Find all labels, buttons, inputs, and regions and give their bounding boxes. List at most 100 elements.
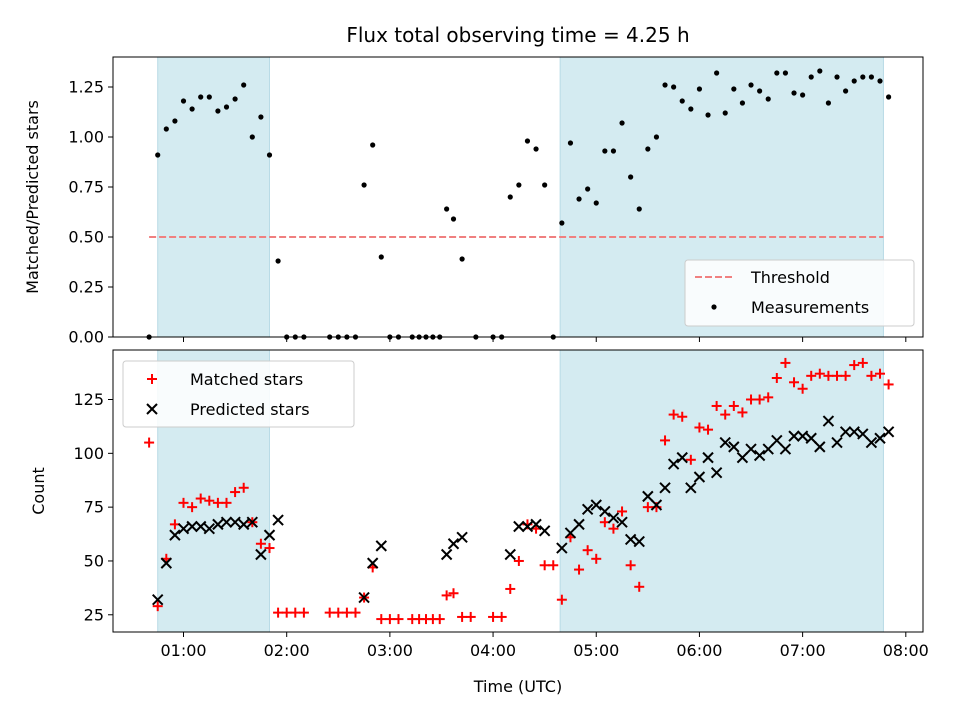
measurement-point bbox=[791, 90, 797, 96]
x-tick-label: 07:00 bbox=[780, 641, 826, 660]
matched-star-point bbox=[187, 502, 198, 513]
matched-star-point bbox=[857, 357, 868, 368]
predicted-stars-series bbox=[152, 415, 895, 606]
predicted-star-point bbox=[255, 548, 267, 561]
matched-star-point bbox=[617, 506, 628, 517]
measurement-point bbox=[275, 258, 281, 264]
measurement-point bbox=[868, 74, 875, 80]
matched-star-point bbox=[789, 377, 800, 388]
predicted-star-point bbox=[564, 527, 577, 539]
measurement-point bbox=[808, 74, 814, 80]
matched-star-point bbox=[341, 607, 352, 618]
predicted-star-point bbox=[719, 436, 731, 449]
bottom-shaded-interval-1 bbox=[559, 349, 884, 633]
legend-measurements-swatch bbox=[711, 304, 717, 310]
measurement-point bbox=[507, 194, 513, 200]
bottom-y-tick-label: 50 bbox=[84, 551, 104, 570]
x-tick-label: 04:00 bbox=[470, 641, 516, 660]
predicted-star-point bbox=[599, 505, 611, 518]
measurement-point bbox=[189, 106, 195, 112]
matched-star-point bbox=[694, 422, 705, 433]
matched-star-point bbox=[634, 581, 645, 592]
matched-star-point bbox=[298, 607, 309, 618]
matched-star-point bbox=[574, 564, 585, 575]
top-y-axis-label: Matched/Predicted stars bbox=[23, 100, 42, 294]
legend-matched-marker bbox=[147, 374, 157, 384]
matched-star-point bbox=[814, 368, 825, 379]
measurement-point bbox=[593, 200, 599, 206]
predicted-star-point bbox=[796, 430, 809, 442]
matched-star-point bbox=[685, 454, 696, 465]
measurement-point bbox=[180, 98, 187, 104]
top-y-ticks: 0.00 0.25 0.50 0.75 1.00 1.25 bbox=[68, 78, 113, 347]
predicted-star-point bbox=[702, 451, 714, 464]
measurement-point bbox=[628, 174, 634, 180]
measurement-point bbox=[748, 82, 754, 88]
x-tick-label: 08:00 bbox=[883, 641, 929, 660]
matched-star-point bbox=[866, 370, 877, 381]
predicted-star-point bbox=[237, 518, 250, 531]
matched-star-point bbox=[212, 497, 223, 508]
matched-star-point bbox=[720, 409, 731, 420]
predicted-star-point bbox=[177, 522, 190, 535]
x-axis-label: Time (UTC) bbox=[473, 677, 562, 696]
predicted-star-point bbox=[771, 434, 783, 447]
measurement-point bbox=[206, 94, 212, 100]
predicted-star-point bbox=[745, 443, 757, 455]
top-y-tick-label: 0.75 bbox=[68, 178, 104, 197]
matched-star-point bbox=[465, 611, 476, 622]
predicted-star-point bbox=[822, 415, 835, 427]
measurement-point bbox=[662, 82, 668, 88]
x-tick-label: 01:00 bbox=[160, 641, 206, 660]
predicted-star-point bbox=[848, 426, 860, 438]
predicted-star-point bbox=[874, 432, 886, 444]
top-panel: 0.00 0.25 0.50 0.75 1.00 1.25 Flux total obse… bbox=[23, 23, 924, 347]
top-x-ticks bbox=[183, 337, 907, 342]
measurement-point bbox=[860, 74, 866, 80]
predicted-star-point bbox=[736, 451, 749, 464]
measurement-point bbox=[782, 70, 789, 76]
matched-star-point bbox=[273, 607, 284, 618]
matched-star-point bbox=[746, 394, 757, 405]
predicted-star-point bbox=[650, 499, 663, 511]
matched-star-point bbox=[204, 495, 215, 506]
measurement-point bbox=[163, 126, 169, 132]
predicted-star-point bbox=[447, 538, 460, 550]
matched-star-point bbox=[625, 560, 636, 571]
top-y-tick-label: 0.50 bbox=[68, 228, 104, 247]
predicted-star-point bbox=[753, 449, 766, 462]
x-tick-label: 02:00 bbox=[264, 641, 310, 660]
matched-star-point bbox=[230, 487, 241, 498]
predicted-star-point bbox=[659, 482, 671, 494]
matched-star-point bbox=[823, 370, 834, 381]
matched-star-point bbox=[448, 588, 459, 599]
measurement-point bbox=[774, 70, 780, 76]
top-shaded-interval-0 bbox=[157, 56, 270, 338]
matched-star-point bbox=[780, 357, 791, 368]
predicted-star-point bbox=[556, 542, 568, 554]
predicted-star-point bbox=[375, 540, 387, 552]
measurement-point bbox=[653, 134, 660, 140]
bottom-y-tick-label: 125 bbox=[73, 390, 104, 409]
matched-star-point bbox=[496, 611, 507, 622]
measurement-point bbox=[198, 94, 204, 100]
matched-star-point bbox=[505, 583, 516, 594]
measurement-point bbox=[223, 104, 230, 110]
matched-star-point bbox=[883, 379, 894, 390]
matched-star-point bbox=[556, 594, 567, 605]
measurement-point bbox=[576, 196, 582, 202]
top-axes-frame bbox=[112, 56, 924, 338]
measurements-series bbox=[146, 68, 892, 340]
chart-title: Flux total observing time = 4.25 h bbox=[346, 23, 689, 47]
predicted-star-point bbox=[857, 428, 869, 440]
predicted-star-point bbox=[865, 436, 878, 449]
predicted-star-point bbox=[624, 533, 637, 546]
predicted-star-point bbox=[676, 451, 688, 464]
predicted-star-point bbox=[220, 516, 233, 528]
predicted-star-point bbox=[530, 518, 542, 531]
bottom-y-tick-label: 100 bbox=[73, 444, 104, 463]
measurement-point bbox=[215, 108, 221, 114]
predicted-star-point bbox=[456, 531, 468, 543]
matched-star-point bbox=[642, 502, 653, 513]
legend-matched-label: Matched stars bbox=[190, 370, 303, 389]
